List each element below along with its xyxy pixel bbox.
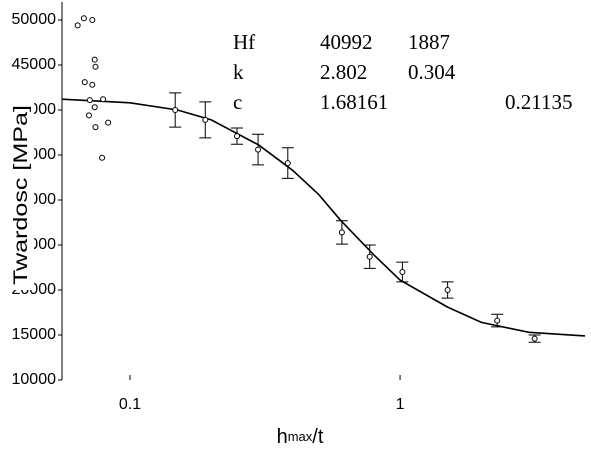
data-point [80,15,87,22]
data-point [338,229,345,236]
fit-parameter: 0.21135 [505,90,572,114]
fit-parameter: k [233,60,244,84]
data-point [89,17,96,23]
y-tick-label: 10000 [12,371,57,388]
data-point [233,133,240,140]
x-title-main: h [277,426,288,448]
data-point [366,253,373,260]
x-tick-label: 1 [396,396,405,413]
data-point [91,104,98,111]
fit-parameter: 0.304 [408,60,456,84]
fit-parameter: 1.68161 [320,90,388,114]
data-point [202,116,209,123]
data-point [399,269,406,275]
data-point [92,63,99,70]
data-point [86,97,93,104]
fit-parameter: Hf [233,30,255,54]
data-point [172,107,179,113]
y-tick-label: 15000 [12,326,57,343]
fit-parameter: 40992 [320,30,373,54]
data-point [284,160,291,167]
fit-line [61,98,586,337]
fit-parameter: 1887 [408,30,450,54]
data-point [255,146,262,153]
data-point [494,317,501,324]
data-point [444,287,451,293]
fit-parameter: c [233,90,242,114]
y-tick-label: 45000 [12,56,57,73]
data-point [81,79,88,86]
x-tick-label: 0.1 [119,396,141,413]
y-axis-title: Twardosc [MPa] [11,105,32,285]
y-title-bg [8,100,34,290]
data-point [91,56,98,63]
x-title-sub: max [288,429,313,444]
data-point [99,154,106,161]
data-point [89,81,96,88]
data-point [105,119,112,126]
y-tick-label: 50000 [12,11,57,28]
data-point [100,96,107,103]
x-axis-title: hmax/t [277,426,324,448]
data-point [531,335,538,342]
fit-parameter: 2.802 [320,60,367,84]
data-point [74,22,81,29]
data-point [86,112,93,119]
x-title-rest: /t [312,426,324,448]
data-point [92,124,99,131]
